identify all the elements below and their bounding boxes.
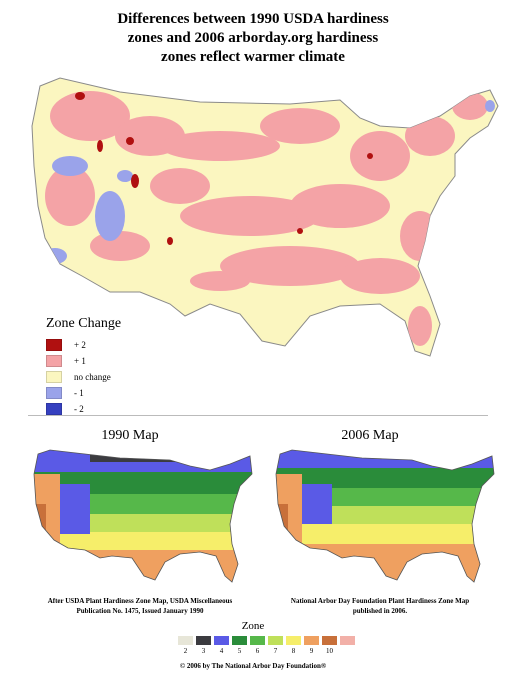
zone-swatch [250, 636, 265, 645]
map-title: Differences between 1990 USDA hardiness … [0, 10, 506, 67]
zone-swatch [322, 636, 337, 645]
zone-swatch [340, 636, 355, 645]
legend-label: - 2 [74, 404, 84, 414]
map-2006-caption: National Arbor Day Foundation Plant Hard… [290, 597, 470, 615]
legend-swatch [46, 387, 62, 399]
zone-item: 10 [322, 636, 337, 655]
zone-number: 6 [255, 647, 260, 655]
section-divider [28, 415, 488, 416]
legend-label: + 1 [74, 356, 86, 366]
legend-swatch [46, 371, 62, 383]
zone-number: 5 [237, 647, 242, 655]
legend-title: Zone Change [46, 316, 122, 331]
zone-change-map [31, 77, 499, 357]
zone-swatch [232, 636, 247, 645]
zone-swatch [304, 636, 319, 645]
legend-item: no change [46, 370, 121, 384]
title-line-1: Differences between 1990 USDA hardiness [117, 11, 389, 27]
zone-item [340, 636, 355, 655]
zone-scale-label: Zone [241, 620, 265, 632]
legend-swatch [46, 339, 62, 351]
legend-swatch [46, 355, 62, 367]
map-1990-caption: After USDA Plant Hardiness Zone Map, USD… [47, 597, 233, 615]
zone-item: 3 [196, 636, 211, 655]
zone-number: 4 [219, 647, 224, 655]
legend-label: - 1 [74, 388, 84, 398]
zone-item: 9 [304, 636, 319, 655]
zone-swatch [286, 636, 301, 645]
legend-label: no change [74, 372, 111, 382]
map-1990-title: 1990 Map [101, 428, 159, 443]
zone-number: 7 [273, 647, 278, 655]
zone-number: 2 [183, 647, 188, 655]
legend-label: + 2 [74, 340, 86, 350]
zone-swatch [268, 636, 283, 645]
zone-item: 5 [232, 636, 247, 655]
zone-item: 4 [214, 636, 229, 655]
zone-item: 8 [286, 636, 301, 655]
copyright-notice: © 2006 by The National Arbor Day Foundat… [179, 662, 327, 670]
legend-item: - 2 [46, 402, 121, 416]
title-line-3: zones reflect warmer climate [161, 49, 345, 65]
zone-number: 3 [201, 647, 206, 655]
zone-change-legend: Zone Change + 2 + 1 no change - 1 - 2 [46, 316, 121, 418]
legend-item: + 2 [46, 338, 121, 352]
zone-swatch [196, 636, 211, 645]
zone-number: 9 [309, 647, 314, 655]
zone-item: 2 [178, 636, 193, 655]
legend-item: + 1 [46, 354, 121, 368]
zone-item: 7 [268, 636, 283, 655]
zone-item: 6 [250, 636, 265, 655]
map-2006 [275, 449, 495, 583]
legend-item: - 1 [46, 386, 121, 400]
title-line-2: zones and 2006 arborday.org hardiness [127, 30, 379, 46]
zone-swatch [214, 636, 229, 645]
zone-number: 8 [291, 647, 296, 655]
legend-swatch [46, 403, 62, 415]
zone-number: 10 [326, 647, 333, 655]
zone-swatch [178, 636, 193, 645]
map-2006-title: 2006 Map [341, 428, 399, 443]
zone-scale: 2 3 4 5 6 7 8 9 10 [178, 636, 358, 655]
map-1990 [33, 449, 253, 583]
